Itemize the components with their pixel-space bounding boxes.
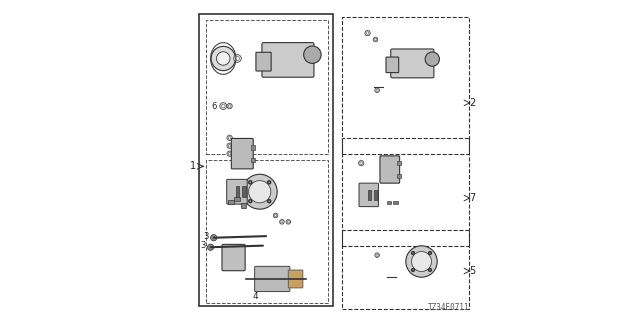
Circle shape [228,136,231,139]
FancyBboxPatch shape [380,156,399,183]
Circle shape [376,254,378,256]
Text: 7: 7 [469,193,476,203]
FancyBboxPatch shape [255,266,290,292]
Circle shape [211,46,236,71]
Circle shape [249,181,252,184]
Bar [342,138,469,246]
Circle shape [227,143,232,148]
Circle shape [429,252,431,254]
Bar [251,145,255,149]
FancyBboxPatch shape [391,49,434,78]
FancyBboxPatch shape [231,139,253,169]
Circle shape [366,32,369,35]
Text: 5: 5 [469,266,476,276]
Circle shape [412,252,431,271]
FancyBboxPatch shape [288,270,303,288]
Circle shape [287,221,289,223]
Text: TZ34E0711: TZ34E0711 [428,303,469,312]
Text: 2: 2 [469,98,476,108]
Bar [374,189,377,200]
FancyBboxPatch shape [256,52,271,71]
Bar [367,189,371,200]
Bar [200,14,333,306]
Circle shape [220,103,227,109]
Bar [251,158,255,162]
Bar [342,230,469,309]
Text: 3: 3 [204,232,209,241]
Bar [243,186,246,197]
Text: 3: 3 [200,241,206,250]
Circle shape [374,38,377,41]
Circle shape [373,37,378,42]
Circle shape [249,200,252,203]
Circle shape [228,152,231,155]
Bar [206,20,328,154]
FancyBboxPatch shape [227,179,247,204]
FancyBboxPatch shape [359,183,378,207]
Circle shape [248,180,271,203]
Text: 4: 4 [252,292,258,301]
Circle shape [216,52,230,65]
Circle shape [268,181,271,184]
Circle shape [375,88,380,92]
FancyBboxPatch shape [386,57,399,73]
Bar [234,197,240,201]
Bar [342,17,469,154]
Circle shape [376,89,378,91]
Circle shape [227,151,232,156]
Circle shape [286,220,291,224]
Text: 1: 1 [190,161,196,171]
Circle shape [275,214,276,217]
Circle shape [228,105,231,108]
Circle shape [227,103,232,109]
Circle shape [236,57,239,60]
Circle shape [303,46,321,63]
FancyBboxPatch shape [262,43,314,77]
Circle shape [425,52,440,66]
Circle shape [406,246,437,277]
FancyBboxPatch shape [222,244,245,271]
Circle shape [228,144,231,147]
Bar [206,160,328,303]
Circle shape [268,200,271,203]
Bar [228,200,234,204]
Circle shape [227,135,232,140]
Circle shape [412,252,415,254]
Bar [236,186,239,197]
Circle shape [360,162,363,164]
Circle shape [281,221,283,223]
Bar [387,201,392,204]
Circle shape [280,220,284,224]
Circle shape [375,253,380,258]
Circle shape [221,104,225,108]
Circle shape [234,55,241,62]
Circle shape [273,213,278,218]
Circle shape [207,244,214,251]
Bar [397,174,401,178]
Circle shape [412,268,415,271]
Circle shape [211,235,217,241]
Circle shape [365,30,371,36]
Bar [397,161,401,165]
Text: 6: 6 [212,101,217,111]
Bar [393,201,397,204]
Circle shape [358,161,364,166]
Circle shape [429,268,431,271]
Circle shape [243,174,277,209]
Bar [241,203,246,208]
